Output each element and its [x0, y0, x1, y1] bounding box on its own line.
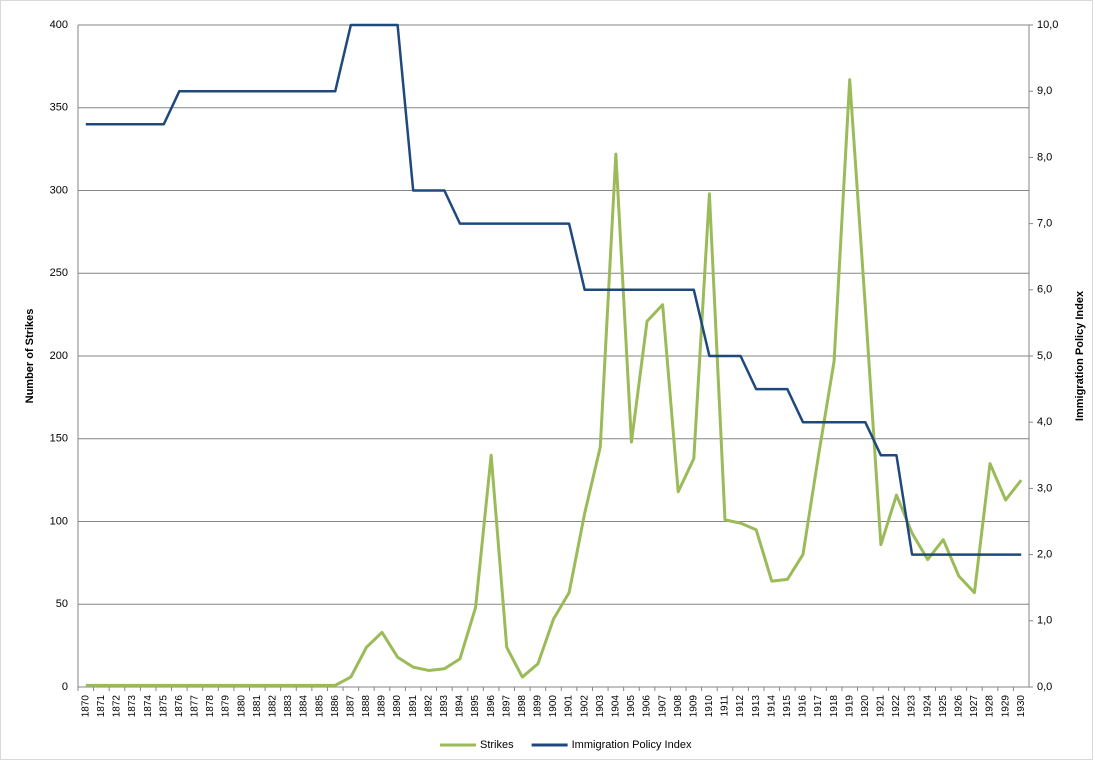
y-axis-title: Number of Strikes	[24, 309, 36, 404]
x-tick-label: 1920	[860, 695, 871, 718]
x-tick-label: 1897	[501, 695, 512, 718]
x-tick-label: 1925	[938, 695, 949, 718]
y2-tick-label: 0,0	[1037, 681, 1052, 693]
y2-tick-label: 3,0	[1037, 482, 1052, 494]
legend-label: Strikes	[480, 739, 514, 751]
x-tick-label: 1917	[813, 695, 824, 718]
y2-tick-label: 10,0	[1037, 19, 1058, 31]
x-tick-label: 1898	[517, 695, 528, 718]
x-tick-label: 1905	[626, 695, 637, 718]
x-tick-label: 1911	[720, 695, 731, 717]
y2-tick-label: 4,0	[1037, 416, 1052, 428]
x-tick-label: 1928	[985, 695, 996, 718]
x-tick-label: 1896	[486, 695, 497, 718]
x-tick-label: 1873	[127, 695, 138, 718]
x-tick-label: 1929	[1000, 695, 1011, 718]
x-tick-label: 1893	[439, 695, 450, 718]
x-tick-label: 1900	[548, 695, 559, 718]
x-tick-label: 1886	[330, 695, 341, 718]
x-tick-label: 1890	[392, 695, 403, 718]
x-tick-label: 1878	[205, 695, 216, 718]
x-tick-label: 1906	[642, 695, 653, 718]
y-tick-label: 350	[50, 102, 68, 114]
legend-label: Immigration Policy Index	[572, 739, 692, 751]
y-tick-label: 50	[56, 598, 68, 610]
x-tick-label: 1875	[158, 695, 169, 718]
y-tick-label: 0	[62, 681, 68, 693]
x-tick-label: 1908	[673, 695, 684, 718]
x-tick-label: 1924	[922, 695, 933, 718]
series-line	[85, 23, 1022, 556]
x-tick-label: 1879	[221, 695, 232, 718]
y2-tick-label: 5,0	[1037, 350, 1052, 362]
x-tick-label: 1887	[345, 695, 356, 718]
x-tick-label: 1894	[455, 695, 466, 718]
y-tick-label: 150	[50, 433, 68, 445]
x-tick-label: 1913	[751, 695, 762, 718]
x-tick-label: 1899	[533, 695, 544, 718]
x-tick-label: 1909	[688, 695, 699, 718]
x-tick-label: 1901	[564, 695, 575, 718]
y-tick-label: 300	[50, 184, 68, 196]
x-tick-label: 1922	[891, 695, 902, 718]
x-tick-label: 1882	[268, 695, 279, 718]
x-tick-label: 1888	[361, 695, 372, 718]
x-tick-label: 1907	[657, 695, 668, 718]
y2-tick-label: 1,0	[1037, 615, 1052, 627]
y-tick-label: 100	[50, 515, 68, 527]
x-tick-label: 1926	[953, 695, 964, 718]
x-tick-label: 1910	[704, 695, 715, 718]
y2-tick-label: 2,0	[1037, 549, 1052, 561]
y-tick-label: 200	[50, 350, 68, 362]
x-tick-label: 1895	[470, 695, 481, 718]
y-tick-label: 250	[50, 267, 68, 279]
x-tick-label: 1903	[595, 695, 606, 718]
x-tick-label: 1884	[299, 695, 310, 718]
x-tick-label: 1891	[408, 695, 419, 718]
x-tick-label: 1904	[611, 695, 622, 718]
x-tick-label: 1930	[1016, 695, 1027, 718]
x-tick-label: 1876	[174, 695, 185, 718]
x-tick-label: 1877	[190, 695, 201, 718]
x-tick-label: 1902	[579, 695, 590, 718]
x-tick-label: 1921	[876, 695, 887, 718]
y-tick-label: 400	[50, 19, 68, 31]
x-tick-label: 1872	[112, 695, 123, 718]
x-tick-label: 1916	[798, 695, 809, 718]
x-tick-label: 1881	[252, 695, 263, 718]
x-tick-label: 1880	[236, 695, 247, 718]
x-tick-label: 1918	[829, 695, 840, 718]
y2-tick-label: 6,0	[1037, 284, 1052, 296]
x-tick-label: 1912	[735, 695, 746, 718]
y2-axis-title: Immigration Policy Index	[1074, 290, 1086, 421]
x-tick-label: 1871	[96, 695, 107, 718]
x-tick-label: 1927	[969, 695, 980, 718]
x-tick-label: 1915	[782, 695, 793, 718]
x-tick-label: 1919	[844, 695, 855, 718]
y2-tick-label: 8,0	[1037, 151, 1052, 163]
x-tick-label: 1883	[283, 695, 294, 718]
series-line	[85, 78, 1023, 687]
x-tick-label: 1870	[80, 695, 91, 718]
x-tick-label: 1892	[423, 695, 434, 718]
y2-tick-label: 9,0	[1037, 85, 1052, 97]
x-tick-label: 1923	[907, 695, 918, 718]
x-tick-label: 1874	[143, 695, 154, 718]
x-tick-label: 1889	[377, 695, 388, 718]
x-tick-label: 1914	[766, 695, 777, 718]
y2-tick-label: 7,0	[1037, 218, 1052, 230]
x-tick-label: 1885	[314, 695, 325, 718]
